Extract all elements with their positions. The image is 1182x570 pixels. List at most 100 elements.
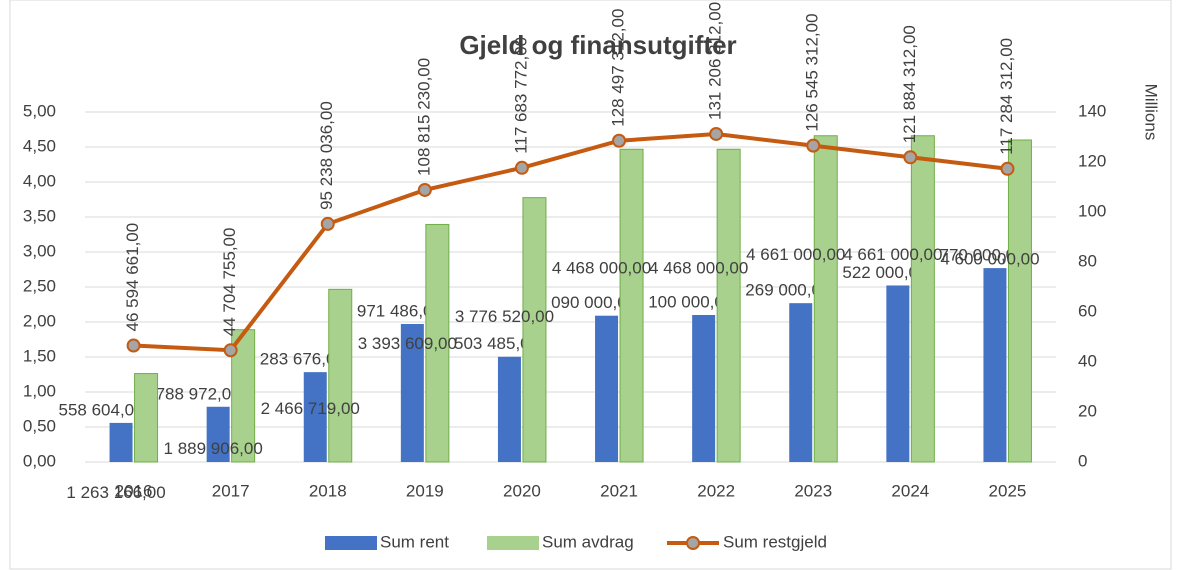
- y-tick-label: 2,00: [23, 311, 56, 330]
- x-tick-label: 2024: [891, 481, 929, 500]
- line: [133, 131, 1008, 353]
- data-label: 44 704 755,00: [220, 228, 239, 337]
- bar: [425, 223, 450, 463]
- y2-tick-label: 140: [1078, 101, 1106, 120]
- y-tick-label: 0,50: [23, 416, 56, 435]
- data-label: 788 972,00: [156, 384, 241, 403]
- data-label: 117 284 312,00: [997, 38, 1016, 155]
- data-label: 4 661 000,00: [746, 245, 845, 264]
- x-tick-label: 2019: [406, 481, 444, 500]
- y-tick-label: 5,00: [23, 101, 56, 120]
- data-label: 121 884 312,00: [900, 25, 919, 143]
- bar: [522, 197, 547, 463]
- line-marker: [903, 150, 918, 165]
- legend-label: Sum rent: [380, 532, 449, 551]
- data-label: 2 090 000,00: [537, 293, 636, 312]
- data-label: 126 545 312,00: [803, 13, 822, 131]
- x-tick-label: 2017: [212, 481, 250, 500]
- line-marker: [223, 343, 238, 358]
- data-label: 1 889 906,00: [164, 439, 263, 458]
- bar: [789, 303, 813, 462]
- line-marker: [126, 338, 141, 353]
- line-marker: [612, 133, 627, 148]
- y-tick-label: 3,00: [23, 241, 56, 260]
- y-tick-label: 1,50: [23, 346, 56, 365]
- data-label: 4 600 000,00: [940, 249, 1039, 268]
- y-tick-label: 0,00: [23, 451, 56, 470]
- line-marker: [417, 182, 432, 197]
- bar: [497, 356, 521, 462]
- data-label: 2 770 000,00: [925, 246, 1024, 265]
- y-tick-label: 2,50: [23, 276, 56, 295]
- legend-swatch: [487, 536, 539, 550]
- data-label: 2 100 000,00: [634, 292, 733, 311]
- bar: [134, 373, 159, 463]
- line-marker: [514, 160, 529, 175]
- data-label: 1 263 166,00: [66, 483, 165, 502]
- legend-label: Sum avdrag: [542, 532, 634, 551]
- data-label: 558 604,00: [59, 400, 144, 419]
- bar: [716, 148, 741, 463]
- data-label: 1 503 485,00: [440, 334, 539, 353]
- data-label: 117 683 772,00: [511, 37, 530, 154]
- data-label: 46 594 661,00: [123, 223, 142, 332]
- bar: [692, 315, 716, 462]
- data-label: 1 283 676,00: [246, 350, 345, 369]
- legend-swatch: [686, 536, 700, 550]
- bar: [813, 135, 838, 463]
- y2-tick-label: 40: [1078, 351, 1097, 370]
- x-tick-label: 2018: [309, 481, 347, 500]
- bar: [328, 288, 353, 463]
- data-label: 4 661 000,00: [843, 245, 942, 264]
- y2-axis-label: Millions: [1142, 84, 1161, 141]
- chart-title: Gjeld og finansutgifter: [459, 30, 736, 60]
- bar: [400, 323, 424, 462]
- data-label: 4 468 000,00: [552, 259, 651, 278]
- data-label: 1 971 486,00: [343, 301, 442, 320]
- data-label: 2 466 719,00: [261, 399, 360, 418]
- bar: [109, 422, 133, 462]
- y2-tick-label: 20: [1078, 401, 1097, 420]
- bar: [231, 329, 256, 463]
- data-label: 95 238 036,00: [317, 101, 336, 210]
- line-marker: [709, 126, 724, 141]
- data-label: 2 522 000,00: [828, 263, 927, 282]
- x-tick-label: 2021: [600, 481, 638, 500]
- data-label: 108 815 230,00: [414, 58, 433, 176]
- y2-tick-label: 100: [1078, 201, 1106, 220]
- x-tick-label: 2020: [503, 481, 541, 500]
- legend-swatch: [325, 536, 377, 550]
- data-label: 3 393 609,00: [358, 334, 457, 353]
- data-label: 2 269 000,00: [731, 281, 830, 300]
- y2-tick-label: 60: [1078, 301, 1097, 320]
- data-label: 4 468 000,00: [649, 259, 748, 278]
- x-tick-label: 2023: [794, 481, 832, 500]
- x-tick-label: 2016: [115, 481, 153, 500]
- line-marker: [806, 138, 821, 153]
- data-label: 128 497 312,00: [609, 9, 628, 127]
- data-label: 3 776 520,00: [455, 307, 554, 326]
- data-label: 131 206 312,00: [706, 2, 725, 120]
- legend-label: Sum restgjeld: [723, 532, 827, 551]
- chart-frame: [9, 0, 1172, 570]
- y-tick-label: 3,50: [23, 206, 56, 225]
- line-marker: [320, 216, 335, 231]
- line-marker: [1000, 161, 1015, 176]
- bar: [910, 135, 935, 463]
- bar: [595, 315, 619, 462]
- bar: [1007, 139, 1032, 463]
- bar: [206, 406, 230, 462]
- bar: [983, 268, 1007, 462]
- bar: [886, 285, 910, 462]
- y2-tick-label: 0: [1078, 451, 1087, 470]
- bar: [619, 148, 644, 463]
- y2-tick-label: 80: [1078, 251, 1097, 270]
- bar: [303, 372, 327, 462]
- y2-tick-label: 120: [1078, 151, 1106, 170]
- y-tick-label: 4,50: [23, 136, 56, 155]
- y-tick-label: 4,00: [23, 171, 56, 190]
- x-tick-label: 2022: [697, 481, 735, 500]
- y-tick-label: 1,00: [23, 381, 56, 400]
- x-tick-label: 2025: [989, 481, 1027, 500]
